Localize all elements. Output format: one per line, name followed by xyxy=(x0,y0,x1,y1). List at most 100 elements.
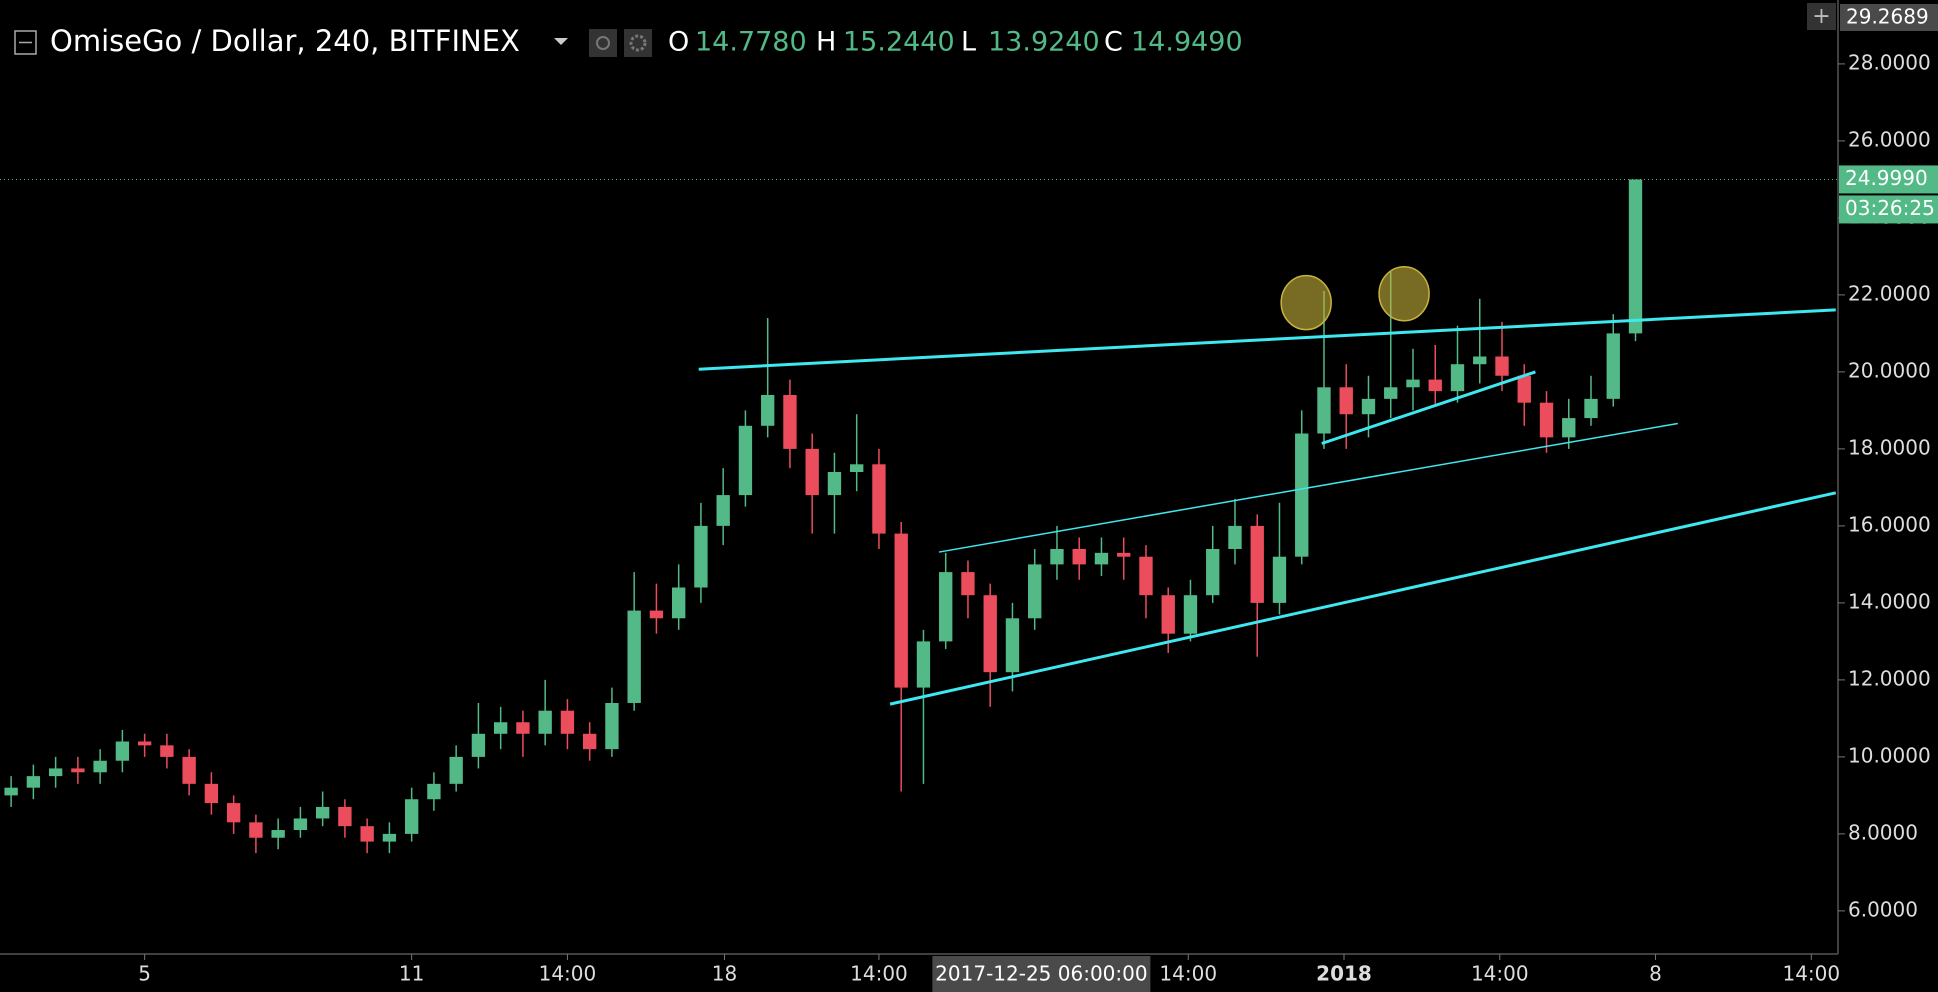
candle-body xyxy=(1539,402,1554,438)
candle-body xyxy=(1517,375,1531,403)
last-price-box xyxy=(1839,165,1938,194)
y-tick-label: 10.0000 xyxy=(1848,743,1931,767)
trendline xyxy=(889,491,1837,706)
candle-body xyxy=(894,533,908,688)
candle-body xyxy=(872,464,886,534)
legend-value: 14.9490 xyxy=(1131,27,1243,58)
candle-body xyxy=(672,587,686,619)
candle-body xyxy=(182,756,196,784)
candle-body xyxy=(783,394,797,449)
candle-body xyxy=(1183,595,1198,634)
candle-body xyxy=(1473,356,1487,365)
highlight xyxy=(1378,265,1430,322)
y-tick-label: 20.0000 xyxy=(1848,358,1931,382)
candle-body xyxy=(93,760,107,773)
eye-icon xyxy=(596,36,610,50)
legend-key: O xyxy=(668,27,689,58)
last-price-label: 24.9990 xyxy=(1845,166,1928,190)
candle-body xyxy=(582,733,597,750)
candle-body xyxy=(961,572,975,596)
y-tick-label: 28.0000 xyxy=(1848,50,1931,74)
collapse-button[interactable] xyxy=(14,30,37,55)
candle-body xyxy=(1206,548,1220,596)
y-tick-label: 8.0000 xyxy=(1848,820,1918,844)
y-tick-label: 12.0000 xyxy=(1848,666,1931,690)
candle-body xyxy=(1094,552,1109,565)
legend-key: C xyxy=(1104,27,1123,58)
candle-body xyxy=(1495,356,1509,376)
candle-body xyxy=(427,783,441,800)
x-tick-label: 14:00 xyxy=(1159,962,1217,986)
legend-key: H xyxy=(816,27,836,58)
candle-body xyxy=(449,756,463,784)
add-button[interactable] xyxy=(1807,3,1836,30)
candle-body xyxy=(1339,387,1353,415)
candle-body xyxy=(1428,379,1442,392)
add-icon: + xyxy=(1812,4,1830,29)
candle-body xyxy=(649,610,664,619)
candle-body xyxy=(627,610,641,703)
x-tick-label: 14:00 xyxy=(539,962,597,986)
candle-body xyxy=(1361,398,1376,415)
candle-body xyxy=(226,803,241,823)
scale-high-label: 29.2689 xyxy=(1846,5,1929,29)
settings-button[interactable] xyxy=(624,29,652,57)
y-tick-label: 6.0000 xyxy=(1848,897,1918,921)
candle-body xyxy=(738,425,753,496)
candle-body xyxy=(605,702,619,750)
trendline xyxy=(698,308,1836,371)
candle-body xyxy=(1384,387,1398,399)
candle-body xyxy=(1628,179,1643,334)
candle-body xyxy=(1317,387,1331,434)
trendline xyxy=(1321,370,1536,445)
candle-body xyxy=(560,710,575,734)
legend-value: 13.9240 xyxy=(988,27,1100,58)
candle-body xyxy=(48,768,63,777)
candle-body xyxy=(4,787,18,796)
candle-body xyxy=(160,745,174,757)
candle-body xyxy=(1606,333,1620,399)
ohlc-legend: O 14.7780 H 15.2440 L 13.9240 C 14.9490 xyxy=(668,27,1243,58)
scale-high-box xyxy=(1840,4,1938,31)
highlight xyxy=(1280,274,1332,331)
candle-body xyxy=(338,806,352,827)
candle-body xyxy=(850,464,864,472)
candle-body xyxy=(694,525,708,588)
x-tick-label: 8 xyxy=(1649,962,1662,986)
candle-body xyxy=(1072,548,1086,565)
candle-body xyxy=(1117,552,1131,557)
candle-body xyxy=(916,641,931,688)
legend-key: L xyxy=(961,27,976,58)
candle-body xyxy=(1228,525,1242,549)
visibility-button[interactable] xyxy=(589,29,617,57)
candle-body xyxy=(1272,556,1287,603)
candle-body xyxy=(382,833,397,842)
legend-value: 15.2440 xyxy=(843,27,955,58)
candle-body xyxy=(1562,418,1576,438)
candle-body xyxy=(716,495,730,526)
candle-body xyxy=(493,722,508,734)
candle-body xyxy=(26,776,41,788)
candle-body xyxy=(516,722,530,734)
candle-body xyxy=(1406,379,1420,388)
y-tick-label: 16.0000 xyxy=(1848,512,1931,536)
countdown-label: 03:26:25 xyxy=(1845,196,1935,220)
candle-body xyxy=(1139,556,1153,596)
crosshair-time-box xyxy=(932,956,1151,992)
countdown-box xyxy=(1839,195,1938,224)
y-tick-label: 14.0000 xyxy=(1848,589,1931,613)
dropdown-arrow[interactable] xyxy=(554,38,568,45)
candle-body xyxy=(360,826,374,842)
y-tick-label: 26.0000 xyxy=(1848,127,1931,151)
x-tick-label: 18 xyxy=(712,962,737,986)
candle-body xyxy=(115,741,130,761)
x-tick-label: 14:00 xyxy=(1471,962,1529,986)
candle-body xyxy=(1250,525,1264,603)
candle-body xyxy=(249,822,263,838)
chart-title: OmiseGo / Dollar, 240, BITFINEX xyxy=(50,24,520,58)
candle-body xyxy=(271,830,285,838)
x-tick-label: 14:00 xyxy=(850,962,908,986)
candle-body xyxy=(1161,595,1175,634)
